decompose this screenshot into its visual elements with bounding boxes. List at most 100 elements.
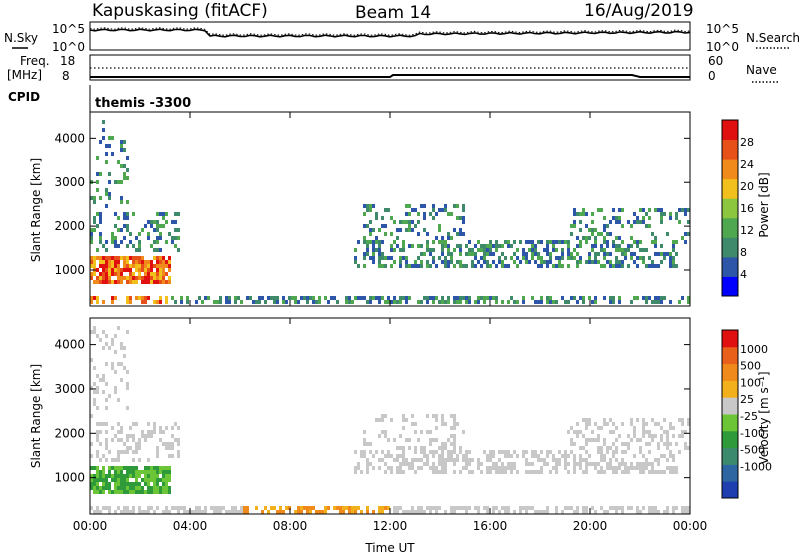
range-cell	[114, 390, 117, 394]
range-cell	[567, 506, 570, 510]
range-cell	[408, 220, 411, 224]
range-cell	[615, 438, 618, 442]
range-cell	[156, 236, 159, 240]
range-cell	[147, 434, 150, 438]
range-cell	[102, 268, 105, 272]
range-cell	[90, 414, 93, 418]
range-cell	[117, 458, 120, 462]
range-cell	[402, 220, 405, 224]
range-cell	[615, 220, 618, 224]
range-cell	[228, 296, 231, 300]
range-cell	[549, 296, 552, 300]
range-cell	[90, 330, 93, 334]
colorbar-swatch	[722, 237, 738, 258]
range-cell	[669, 260, 672, 264]
range-cell	[105, 248, 108, 252]
range-cell	[468, 506, 471, 510]
range-cell	[537, 264, 540, 268]
range-cell	[429, 506, 432, 510]
range-cell	[642, 296, 645, 300]
range-cell	[90, 474, 93, 478]
range-cell	[159, 490, 162, 494]
range-cell	[585, 510, 588, 514]
noise-tick-bottom-left: 10^0	[52, 40, 85, 54]
range-cell	[681, 510, 684, 514]
range-cell	[597, 438, 600, 442]
range-cell	[666, 442, 669, 446]
range-cell	[393, 506, 396, 510]
range-cell	[219, 296, 222, 300]
range-cell	[132, 434, 135, 438]
range-cell	[168, 470, 171, 474]
range-cell	[117, 486, 120, 490]
range-cell	[393, 248, 396, 252]
range-cell	[537, 470, 540, 474]
range-cell	[120, 470, 123, 474]
range-cell	[354, 450, 357, 454]
range-cell	[150, 478, 153, 482]
range-cell	[96, 280, 99, 284]
range-cell	[441, 296, 444, 300]
range-cell	[681, 434, 684, 438]
range-cell	[402, 454, 405, 458]
range-cell	[519, 240, 522, 244]
range-cell	[642, 462, 645, 466]
range-cell	[444, 442, 447, 446]
range-cell	[105, 342, 108, 346]
range-cell	[603, 236, 606, 240]
range-cell	[489, 466, 492, 470]
range-cell	[366, 466, 369, 470]
range-cell	[162, 466, 165, 470]
range-cell	[93, 478, 96, 482]
range-cell	[294, 300, 297, 304]
range-cell	[441, 462, 444, 466]
range-cell	[150, 280, 153, 284]
range-cell	[591, 430, 594, 434]
range-cell	[531, 450, 534, 454]
range-cell	[621, 450, 624, 454]
range-cell	[636, 256, 639, 260]
range-cell	[213, 300, 216, 304]
range-cell	[669, 300, 672, 304]
range-cell	[393, 296, 396, 300]
range-cell	[531, 296, 534, 300]
range-cell	[117, 268, 120, 272]
range-cell	[168, 442, 171, 446]
range-cell	[492, 462, 495, 466]
range-cell	[123, 236, 126, 240]
range-cell	[537, 252, 540, 256]
range-cell	[612, 422, 615, 426]
range-cell	[378, 466, 381, 470]
range-cell	[678, 450, 681, 454]
range-cell	[117, 244, 120, 248]
range-cell	[378, 506, 381, 510]
range-cell	[111, 466, 114, 470]
range-cell	[93, 260, 96, 264]
range-cell	[597, 470, 600, 474]
range-cell	[672, 458, 675, 462]
range-cell	[156, 276, 159, 280]
range-cell	[555, 256, 558, 260]
range-cell	[186, 300, 189, 304]
range-cell	[648, 442, 651, 446]
range-cell	[588, 438, 591, 442]
range-cell	[441, 466, 444, 470]
range-cell	[417, 264, 420, 268]
range-cell	[300, 296, 303, 300]
range-cell	[402, 510, 405, 514]
range-cell	[141, 470, 144, 474]
range-cell	[105, 438, 108, 442]
range-cell	[126, 276, 129, 280]
range-cell	[510, 296, 513, 300]
range-cell	[174, 212, 177, 216]
range-cell	[123, 276, 126, 280]
range-cell	[546, 248, 549, 252]
range-cell	[600, 426, 603, 430]
range-cell	[147, 276, 150, 280]
range-cell	[120, 438, 123, 442]
range-cell	[441, 446, 444, 450]
range-cell	[447, 458, 450, 462]
range-cell	[555, 506, 558, 510]
range-cell	[96, 276, 99, 280]
colorbar-swatch	[722, 120, 738, 141]
